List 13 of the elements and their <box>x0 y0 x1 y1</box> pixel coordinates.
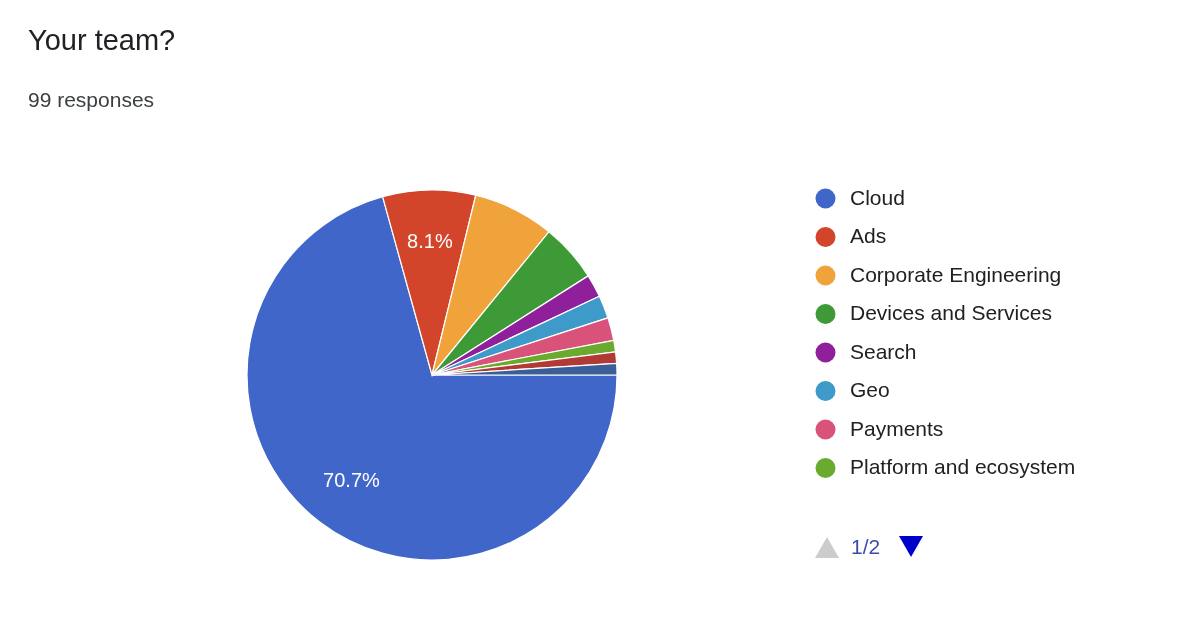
legend-label: Devices and Services <box>850 301 1052 324</box>
legend-label: Corporate Engineering <box>850 262 1062 286</box>
chart-title: Your team? <box>28 24 176 57</box>
legend-label: Payments <box>850 416 944 440</box>
data-label: 70.7% <box>323 468 381 491</box>
legend-label: Cloud <box>850 185 905 209</box>
legend-label: Ads <box>850 224 887 247</box>
text: 1/2 <box>851 535 881 558</box>
legend-label: Geo <box>850 378 890 401</box>
legend-label: Platform and ecosystem <box>850 455 1076 478</box>
legend-label: Search <box>850 339 917 363</box>
data-label: 8.1% <box>407 230 453 253</box>
chart-subtitle: 99 responses <box>28 88 155 112</box>
